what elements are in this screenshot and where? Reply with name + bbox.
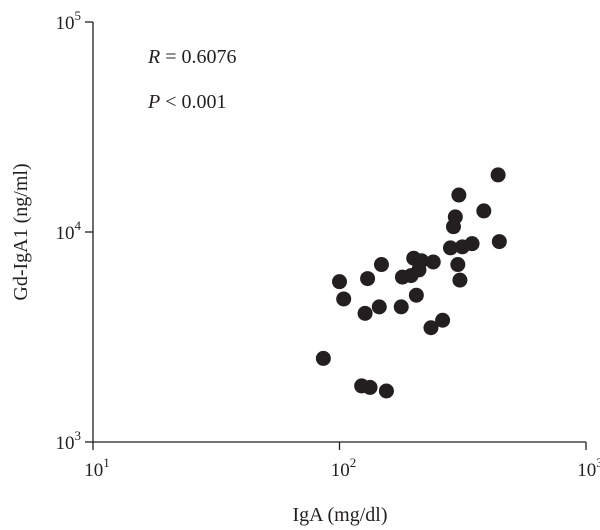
y-tick-label-2: 105 (56, 8, 82, 34)
y-tick-label-0: 103 (56, 428, 82, 454)
data-point-30 (491, 234, 507, 250)
data-point-20 (442, 240, 458, 256)
data-point-19 (435, 312, 451, 328)
x-tick-label-2: 103 (577, 455, 600, 481)
p-value-value: < 0.001 (160, 91, 226, 113)
data-point-17 (423, 320, 439, 336)
x-tick-label-base: 10 (577, 460, 596, 481)
data-point-1 (332, 274, 347, 290)
data-point-18 (425, 254, 441, 270)
data-point-6 (362, 379, 378, 395)
x-tick-label-exponent: 3 (596, 455, 600, 470)
correlation-value: = 0.6076 (160, 46, 236, 68)
ticks (85, 21, 587, 450)
data-point-27 (464, 236, 480, 252)
correlation-symbol: R (147, 46, 160, 68)
data-point-16 (413, 253, 429, 269)
data-point-9 (378, 383, 394, 399)
x-axis-label: IgA (mg/dl) (293, 504, 388, 526)
y-tick-label-base: 10 (56, 223, 75, 244)
data-point-14 (408, 287, 424, 303)
p-value-annotation: P < 0.001 (147, 91, 227, 113)
x-tick-label-base: 10 (84, 460, 103, 481)
x-tick-label-0: 101 (84, 455, 110, 481)
data-point-28 (476, 203, 492, 219)
correlation-annotation: R = 0.6076 (147, 46, 237, 68)
y-tick-label-exponent: 3 (75, 428, 82, 443)
data-point-2 (336, 291, 352, 307)
data-point-8 (373, 257, 389, 273)
y-axis-label: Gd-IgA1 (ng/ml) (10, 163, 32, 300)
x-tick-label-base: 10 (331, 460, 350, 481)
data-point-22 (447, 209, 463, 225)
data-point-24 (451, 187, 467, 203)
axes (92, 22, 586, 443)
data-point-5 (360, 271, 376, 287)
data-point-0 (315, 350, 331, 366)
y-tick-label-base: 10 (56, 13, 75, 34)
y-tick-label-exponent: 5 (75, 8, 82, 23)
y-tick-label-exponent: 4 (75, 218, 82, 233)
x-tick-label-exponent: 1 (103, 455, 110, 470)
data-points (315, 167, 507, 399)
y-tick-label-base: 10 (56, 433, 75, 454)
x-tick-label-exponent: 2 (350, 455, 357, 470)
data-point-10 (393, 299, 409, 315)
data-point-23 (450, 257, 466, 273)
x-tick-label-1: 102 (331, 455, 357, 481)
data-point-29 (490, 167, 506, 183)
data-point-7 (371, 299, 387, 315)
data-point-25 (452, 272, 468, 288)
p-value-symbol: P (147, 91, 160, 113)
data-point-4 (357, 305, 373, 321)
y-tick-label-1: 104 (56, 218, 82, 244)
